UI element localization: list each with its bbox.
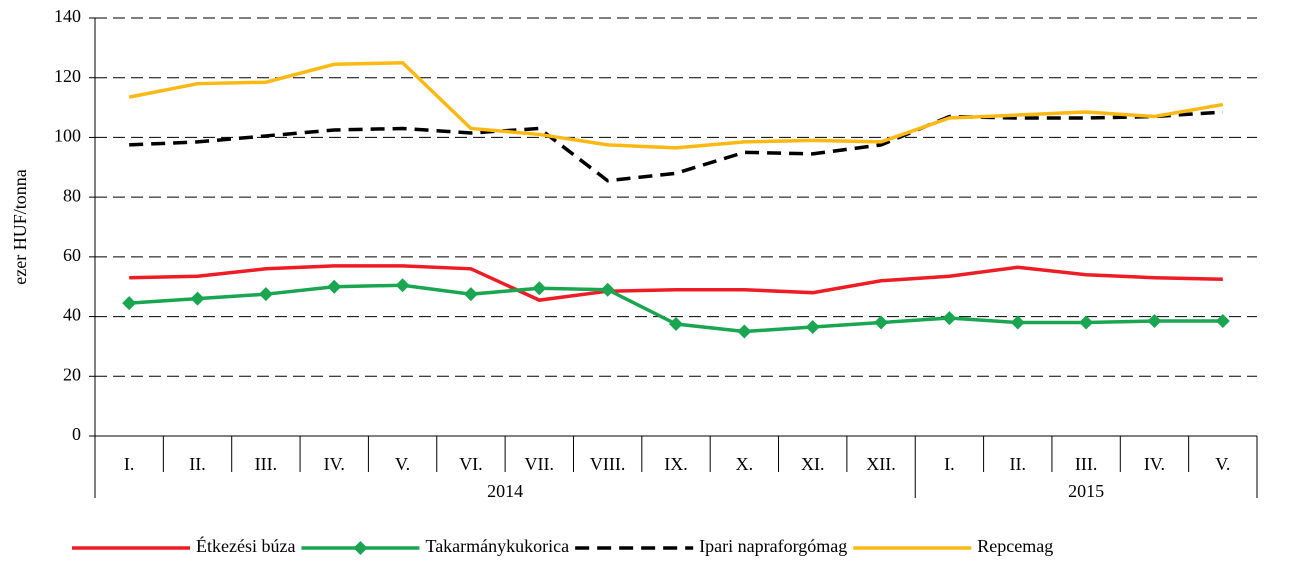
marker <box>122 296 137 311</box>
x-tick-label: I. <box>124 454 135 474</box>
series-line <box>128 61 1224 150</box>
x-tick-label: VI. <box>459 454 483 474</box>
y-tick-label: 80 <box>63 185 81 205</box>
x-tick-label: III. <box>1075 454 1097 474</box>
legend-marker <box>353 541 368 555</box>
marker <box>1079 315 1094 330</box>
marker <box>1010 315 1025 330</box>
x-tick-label: I. <box>944 454 955 474</box>
x-tick-label: VII. <box>525 454 555 474</box>
x-tick-label: V. <box>395 454 410 474</box>
y-tick-label: 120 <box>54 66 81 86</box>
x-tick-label: IV. <box>324 454 345 474</box>
marker <box>258 287 273 302</box>
marker <box>1147 314 1162 329</box>
series-line <box>129 264 1223 302</box>
y-axis-label: ezer HUF/tonna <box>10 169 30 284</box>
x-tick-label: IV. <box>1144 454 1165 474</box>
marker <box>737 324 752 339</box>
x-tick-label: X. <box>736 454 754 474</box>
legend-label: Repcemag <box>977 536 1053 556</box>
marker <box>874 315 889 330</box>
x-tick-label: II. <box>1010 454 1027 474</box>
marker <box>669 317 683 332</box>
marker <box>395 278 410 293</box>
x-tick-label: XII. <box>866 454 896 474</box>
y-tick-label: 60 <box>63 245 81 265</box>
x-tick-label: XI. <box>801 454 825 474</box>
legend-label: Ipari napraforgómag <box>699 536 847 556</box>
x-tick-label: IX. <box>664 454 688 474</box>
x-tick-label: V. <box>1215 454 1230 474</box>
x-tick-label: III. <box>255 454 277 474</box>
y-tick-label: 0 <box>72 424 81 444</box>
group-label: 2014 <box>487 481 523 501</box>
marker <box>600 282 615 297</box>
y-tick-label: 20 <box>63 364 81 384</box>
legend-label: Takarmánykukorica <box>425 536 569 556</box>
marker <box>805 320 820 335</box>
marker <box>463 287 478 302</box>
legend-label: Étkezési búza <box>196 535 295 556</box>
group-label: 2015 <box>1068 481 1104 501</box>
marker <box>327 279 342 294</box>
y-tick-label: 140 <box>54 6 81 26</box>
marker <box>942 311 957 326</box>
y-tick-label: 100 <box>54 126 81 146</box>
marker <box>190 291 205 306</box>
x-tick-label: II. <box>189 454 206 474</box>
marker <box>1215 314 1230 329</box>
series-line <box>129 110 1223 183</box>
marker <box>532 281 547 296</box>
y-tick-label: 40 <box>63 305 81 325</box>
x-tick-label: VIII. <box>590 454 625 474</box>
